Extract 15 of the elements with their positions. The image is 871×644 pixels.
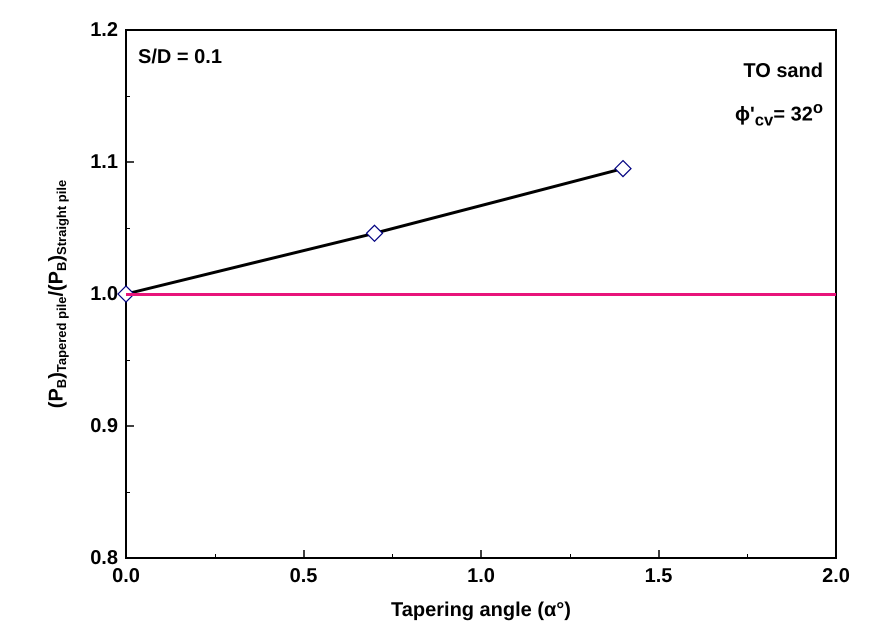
y-tick-label: 0.9 xyxy=(90,415,118,437)
x-tick-label: 0.5 xyxy=(290,565,318,587)
y-axis-title: (PB)Tapered pile/(PB)Straight pile xyxy=(46,180,69,408)
x-axis-title: Tapering angle (α°) xyxy=(391,599,571,621)
annotation: TO sand xyxy=(743,60,823,83)
point xyxy=(614,160,632,178)
y-tick-label: 1.1 xyxy=(90,151,118,173)
point xyxy=(366,224,384,242)
annotation: S/D = 0.1 xyxy=(138,46,222,69)
y-tick-label: 1.2 xyxy=(90,19,118,41)
x-tick-label: 1.5 xyxy=(644,565,672,587)
y-tick-label: 1.0 xyxy=(90,283,118,305)
annotation: ϕ'$_{cv}$= 32$^{o}$ xyxy=(735,98,823,131)
x-tick-label: 2.0 xyxy=(822,565,850,587)
x-tick-label: 1.0 xyxy=(467,565,495,587)
